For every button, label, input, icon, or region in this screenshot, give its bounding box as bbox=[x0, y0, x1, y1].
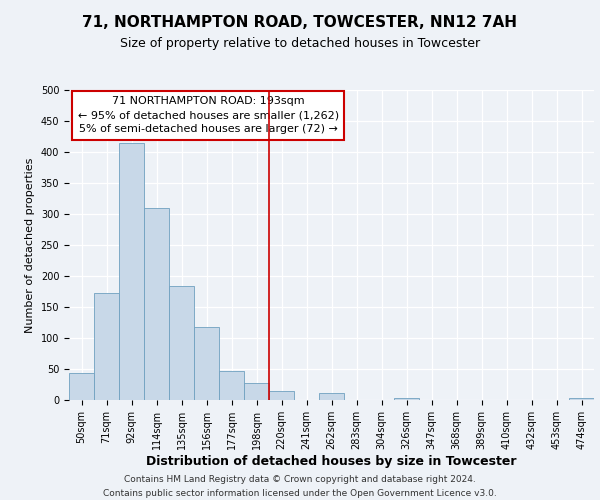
Bar bbox=[144, 208, 169, 400]
Bar bbox=[69, 372, 94, 400]
Bar bbox=[244, 382, 269, 400]
Bar bbox=[94, 294, 119, 400]
Text: Contains HM Land Registry data © Crown copyright and database right 2024.
Contai: Contains HM Land Registry data © Crown c… bbox=[103, 476, 497, 498]
Bar bbox=[169, 286, 194, 400]
Text: 71 NORTHAMPTON ROAD: 193sqm
← 95% of detached houses are smaller (1,262)
5% of s: 71 NORTHAMPTON ROAD: 193sqm ← 95% of det… bbox=[77, 96, 338, 134]
Bar bbox=[219, 372, 244, 400]
X-axis label: Distribution of detached houses by size in Towcester: Distribution of detached houses by size … bbox=[146, 454, 517, 468]
Bar bbox=[269, 392, 294, 400]
Y-axis label: Number of detached properties: Number of detached properties bbox=[25, 158, 35, 332]
Bar bbox=[569, 398, 594, 400]
Text: 71, NORTHAMPTON ROAD, TOWCESTER, NN12 7AH: 71, NORTHAMPTON ROAD, TOWCESTER, NN12 7A… bbox=[83, 15, 517, 30]
Bar bbox=[119, 142, 144, 400]
Bar bbox=[194, 327, 219, 400]
Bar bbox=[319, 392, 344, 400]
Text: Size of property relative to detached houses in Towcester: Size of property relative to detached ho… bbox=[120, 38, 480, 51]
Bar bbox=[394, 398, 419, 400]
